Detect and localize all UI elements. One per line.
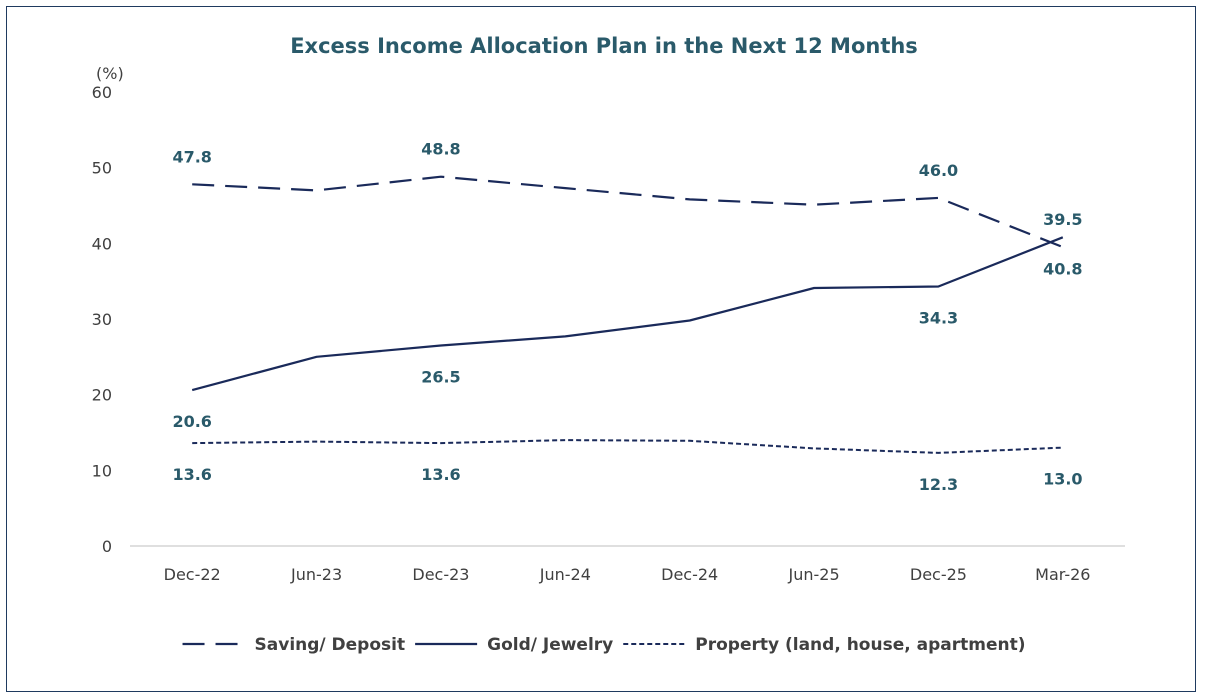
data-label: 48.8 [421,140,460,159]
y-tick-label: 60 [92,83,112,102]
chart-frame [6,6,1196,692]
x-tick-label: Dec-22 [164,565,221,584]
x-tick-label: Dec-24 [661,565,718,584]
y-tick-label: 40 [92,234,112,253]
data-label: 26.5 [421,367,460,386]
y-tick-label: 30 [92,310,112,329]
series-line [191,236,1064,392]
data-label: 13.0 [1043,470,1082,489]
legend: Saving/ Deposit Gold/ Jewelry Property (la… [182,635,1025,655]
data-label: 39.5 [1043,210,1082,229]
data-label: 12.3 [919,475,958,494]
legend-label: Saving/ Deposit [255,635,406,655]
data-labels: 47.8 48.8 46.0 39.5 20.6 26.5 34.3 40.8 13.6 13.6… [172,140,1082,494]
data-label: 13.6 [421,465,460,484]
chart-title: Excess Income Allocation Plan in the Nex… [290,34,918,58]
data-label: 20.6 [172,412,211,431]
y-unit-label: (%) [96,64,124,83]
x-tick-label: Jun-23 [290,565,342,584]
series-lines [191,175,1064,454]
y-tick-label: 10 [92,461,112,480]
data-label: 34.3 [919,308,958,327]
x-tick-label: Jun-25 [787,565,839,584]
y-axis-ticks: 0 10 20 30 40 50 60 [92,83,112,556]
x-tick-label: Jun-24 [539,565,591,584]
data-label: 47.8 [172,147,211,166]
series-line [192,439,1063,454]
data-label: 13.6 [172,465,211,484]
series-line [192,175,1064,249]
y-tick-label: 50 [92,159,112,178]
y-tick-label: 20 [92,386,112,405]
y-tick-label: 0 [102,537,112,556]
x-tick-label: Mar-26 [1035,565,1090,584]
legend-label: Property (land, house, apartment) [695,635,1025,655]
legend-label: Gold/ Jewelry [487,635,613,655]
x-axis-ticks: Dec-22 Jun-23 Dec-23 Jun-24 Dec-24 Jun-25 Dec-… [164,565,1091,584]
data-label: 40.8 [1043,259,1082,278]
data-label: 46.0 [919,161,958,180]
x-tick-label: Dec-25 [910,565,967,584]
x-tick-label: Dec-23 [412,565,469,584]
